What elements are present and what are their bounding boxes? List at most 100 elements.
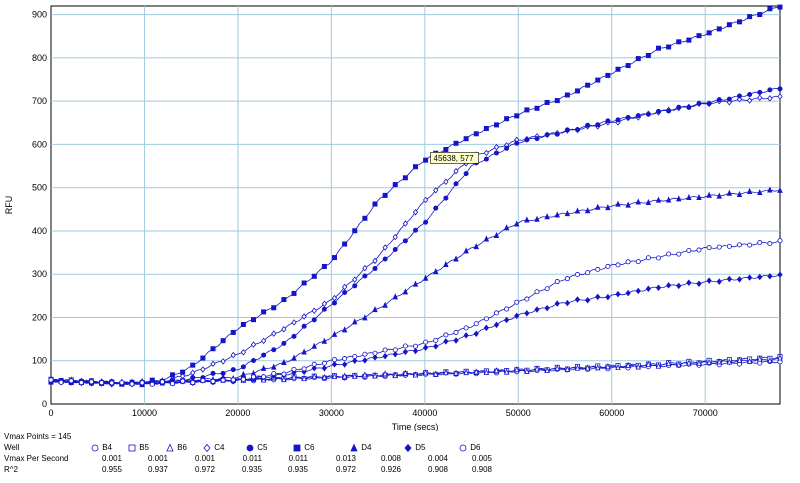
data-point bbox=[463, 171, 469, 177]
data-point bbox=[686, 193, 692, 201]
r2-value: 0.972 bbox=[194, 465, 215, 474]
data-point bbox=[767, 87, 773, 93]
r2-value: 0.935 bbox=[287, 465, 308, 474]
x-tick-label: 40000 bbox=[412, 408, 437, 418]
data-point bbox=[483, 126, 489, 132]
data-point bbox=[716, 26, 722, 32]
data-point bbox=[261, 337, 267, 345]
data-point bbox=[250, 317, 256, 323]
vmax-value: 0.013 bbox=[335, 454, 356, 463]
data-point bbox=[726, 189, 733, 196]
data-point bbox=[220, 338, 226, 344]
legend-item-D6: D6 bbox=[458, 442, 480, 453]
data-point bbox=[190, 362, 196, 368]
x-tick-label: 30000 bbox=[319, 408, 344, 418]
data-point bbox=[686, 104, 692, 110]
data-point bbox=[382, 192, 388, 198]
data-point bbox=[716, 192, 722, 199]
data-point bbox=[372, 265, 378, 271]
data-point bbox=[615, 200, 621, 207]
data-point bbox=[311, 342, 317, 349]
data-point bbox=[574, 207, 581, 214]
data-point bbox=[200, 366, 206, 373]
data-point bbox=[402, 238, 408, 244]
data-point bbox=[564, 299, 570, 307]
y-tick-label: 400 bbox=[32, 226, 47, 236]
data-point bbox=[615, 262, 621, 268]
vmax-points-row: Vmax Points = 145 bbox=[0, 431, 800, 442]
data-point bbox=[443, 260, 449, 268]
legend-label: D4 bbox=[359, 443, 372, 452]
data-point bbox=[58, 379, 64, 385]
data-point bbox=[696, 247, 702, 253]
data-point bbox=[706, 101, 712, 107]
data-point bbox=[554, 364, 560, 371]
data-point bbox=[422, 369, 429, 376]
data-point bbox=[311, 307, 317, 315]
data-point bbox=[716, 358, 722, 365]
legend-marker-icon bbox=[166, 443, 174, 452]
data-point bbox=[423, 219, 429, 225]
data-point bbox=[210, 378, 216, 384]
data-point bbox=[220, 377, 226, 383]
data-point bbox=[99, 380, 105, 386]
data-point bbox=[554, 131, 560, 137]
legend-marker-icon bbox=[293, 444, 301, 452]
data-point bbox=[605, 293, 611, 301]
data-point bbox=[190, 380, 196, 386]
vmax-value: 0.001 bbox=[194, 454, 215, 463]
data-point bbox=[321, 360, 327, 366]
data-point bbox=[109, 380, 115, 386]
data-point bbox=[281, 375, 287, 383]
data-point bbox=[321, 337, 328, 344]
data-point bbox=[514, 366, 520, 373]
data-point bbox=[402, 220, 408, 227]
data-point bbox=[291, 354, 297, 361]
data-point bbox=[139, 380, 145, 386]
data-point bbox=[342, 241, 348, 247]
tooltip-box bbox=[430, 152, 479, 164]
data-point bbox=[575, 127, 581, 133]
data-point bbox=[412, 347, 419, 355]
data-point bbox=[524, 107, 530, 113]
data-point bbox=[595, 364, 601, 371]
data-point bbox=[392, 246, 398, 252]
vmax-value: 0.001 bbox=[101, 454, 122, 463]
data-point bbox=[493, 122, 499, 128]
data-point bbox=[656, 108, 662, 114]
data-point bbox=[595, 122, 601, 128]
data-point bbox=[180, 369, 186, 375]
data-point bbox=[625, 63, 631, 69]
data-point bbox=[524, 367, 530, 374]
vmax-values: 0.001 0.001 0.001 0.011 0.011 0.013 0.008 0.004… bbox=[0, 453, 800, 464]
data-point bbox=[443, 195, 449, 201]
data-point bbox=[291, 319, 297, 326]
data-point bbox=[240, 364, 246, 370]
data-point bbox=[584, 207, 591, 214]
data-point bbox=[352, 228, 358, 234]
data-point bbox=[281, 325, 287, 333]
data-point bbox=[48, 377, 54, 383]
data-point bbox=[605, 203, 611, 211]
data-point bbox=[311, 361, 317, 367]
data-point bbox=[453, 140, 459, 146]
vmax-value: 0.011 bbox=[288, 454, 308, 463]
data-point bbox=[412, 280, 419, 287]
data-point bbox=[200, 378, 206, 384]
data-point bbox=[746, 357, 753, 364]
vmax-value: 0.011 bbox=[242, 454, 262, 463]
data-point bbox=[240, 322, 246, 328]
data-point bbox=[666, 44, 672, 50]
data-point bbox=[595, 203, 601, 210]
data-point bbox=[392, 372, 398, 379]
legend-item-C6: C6 bbox=[292, 442, 314, 453]
data-point bbox=[504, 306, 510, 312]
data-point bbox=[443, 338, 449, 345]
data-point bbox=[716, 97, 722, 103]
data-point bbox=[524, 216, 530, 223]
data-point bbox=[91, 444, 99, 452]
data-point bbox=[585, 122, 591, 128]
data-point bbox=[433, 337, 439, 343]
data-point bbox=[372, 201, 378, 207]
data-point bbox=[635, 198, 641, 205]
